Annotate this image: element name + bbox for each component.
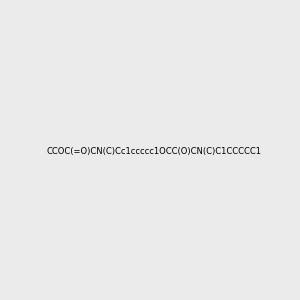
Text: CCOC(=O)CN(C)Cc1ccccc1OCC(O)CN(C)C1CCCCC1: CCOC(=O)CN(C)Cc1ccccc1OCC(O)CN(C)C1CCCCC… [46, 147, 261, 156]
